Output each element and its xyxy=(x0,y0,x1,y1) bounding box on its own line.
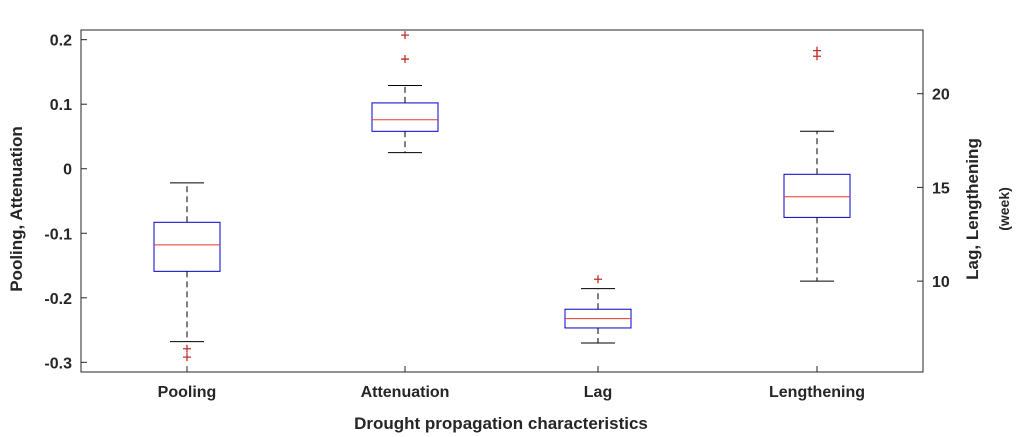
x-tick-label: Pooling xyxy=(158,384,217,401)
x-axis-label: Drought propagation characteristics xyxy=(354,414,648,433)
right-y-axis-unit-label: (week) xyxy=(996,187,1012,231)
iqr-box xyxy=(371,102,439,132)
plot-frame xyxy=(80,29,924,373)
iqr-box xyxy=(783,173,851,218)
left-y-tick-label: 0.1 xyxy=(50,97,72,114)
x-tick-label: Lengthening xyxy=(769,384,865,401)
outlier-marker xyxy=(594,275,602,284)
outlier-marker xyxy=(401,55,409,64)
left-y-tick-label: 0 xyxy=(63,162,72,179)
outlier-marker xyxy=(401,31,409,40)
left-y-tick-label: 0.2 xyxy=(50,33,72,50)
right-y-tick-label: 20 xyxy=(932,87,950,104)
x-tick-label: Lag xyxy=(584,384,612,401)
right-y-axis-label: Lag, Lengthening xyxy=(963,138,982,280)
right-y-tick-label: 10 xyxy=(932,274,950,291)
left-y-axis-label: Pooling, Attenuation xyxy=(7,126,26,292)
left-y-tick-label: -0.1 xyxy=(44,226,72,243)
outlier-marker xyxy=(813,46,821,55)
left-y-tick-label: -0.3 xyxy=(44,355,72,372)
outlier-marker xyxy=(183,344,191,353)
iqr-box xyxy=(153,221,221,272)
left-y-tick-label: -0.2 xyxy=(44,291,72,308)
outlier-marker xyxy=(183,353,191,362)
plot-area: -0.3 -0.2 -0.1 0 0.1 0.2 10 15 20 Pooling Attenuat… xyxy=(44,29,950,401)
x-tick-label: Attenuation xyxy=(361,384,450,401)
right-y-tick-label: 15 xyxy=(932,180,950,197)
